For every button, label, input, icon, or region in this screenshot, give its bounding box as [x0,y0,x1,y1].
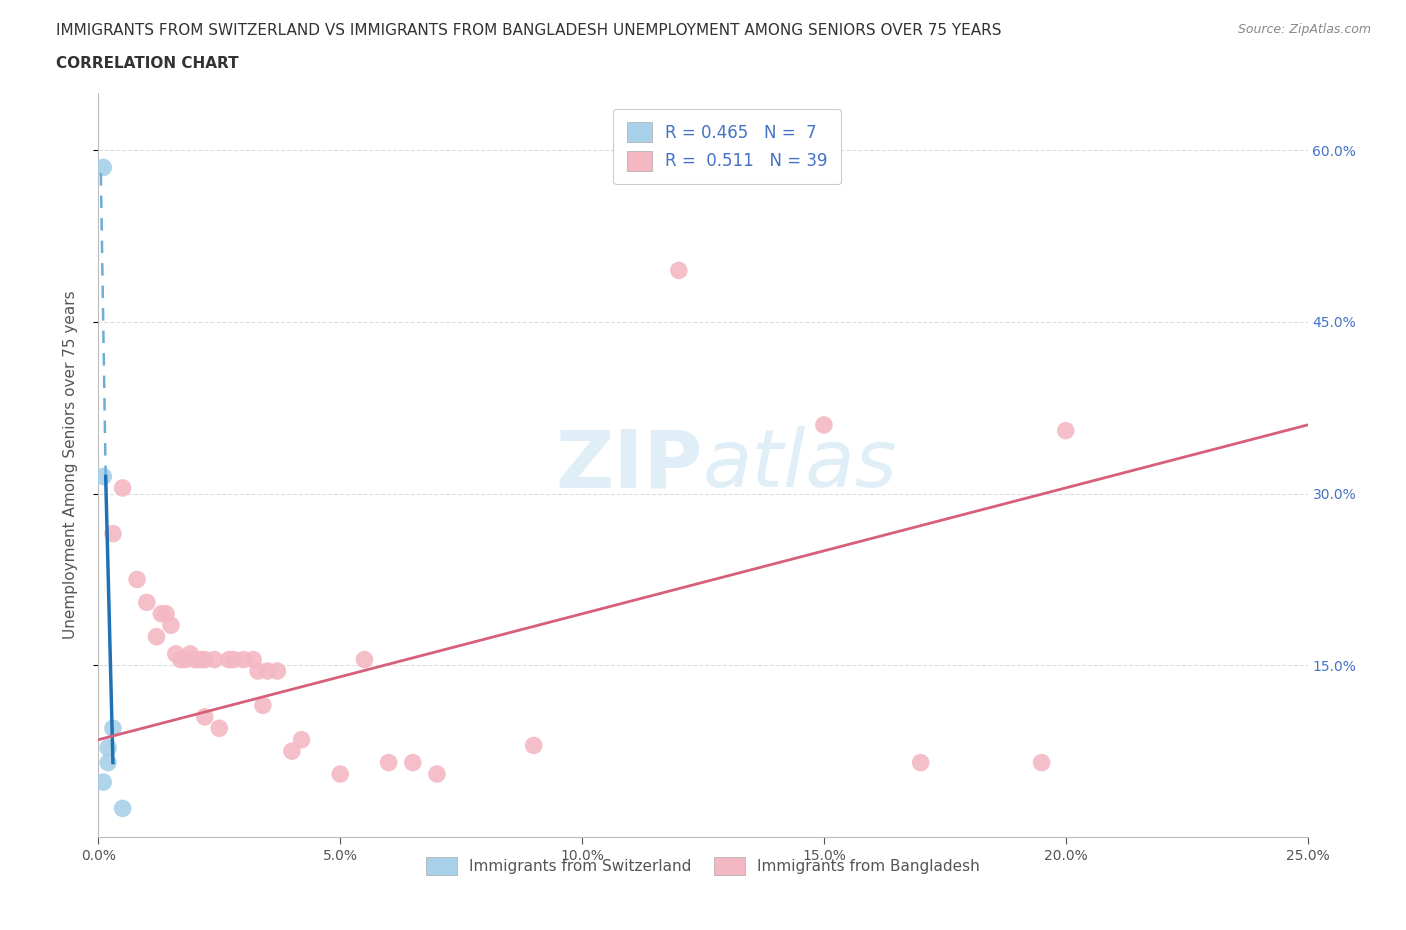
Point [290,732,312,747]
Point [523,738,546,753]
Point [281,744,304,759]
Point [252,698,274,712]
Point [1031,755,1053,770]
Point [91,469,114,484]
Point [91,775,114,790]
Point [222,652,245,667]
Text: IMMIGRANTS FROM SWITZERLAND VS IMMIGRANTS FROM BANGLADESH UNEMPLOYMENT AMONG SEN: IMMIGRANTS FROM SWITZERLAND VS IMMIGRANT… [56,23,1001,38]
Point [377,755,399,770]
Point [426,766,449,781]
Point [127,572,149,587]
Point [329,766,352,781]
Point [101,721,124,736]
Point [145,630,167,644]
Point [165,646,187,661]
Point [1054,423,1077,438]
Point [101,526,124,541]
Point [247,664,270,679]
Point [232,652,254,667]
Point [150,606,173,621]
Text: ZIP: ZIP [555,426,703,504]
Point [813,418,835,432]
Text: CORRELATION CHART: CORRELATION CHART [56,56,239,71]
Point [155,606,177,621]
Point [402,755,425,770]
Point [160,618,183,632]
Point [97,755,120,770]
Point [194,710,217,724]
Point [218,652,240,667]
Point [910,755,932,770]
Y-axis label: Unemployment Among Seniors over 75 years: Unemployment Among Seniors over 75 years [63,291,77,639]
Point [169,652,191,667]
Text: atlas: atlas [703,426,898,504]
Point [353,652,375,667]
Point [204,652,226,667]
Point [174,652,197,667]
Point [242,652,264,667]
Point [111,801,134,816]
Point [111,481,134,496]
Point [135,595,157,610]
Point [194,652,217,667]
Point [188,652,211,667]
Point [668,263,690,278]
Text: Source: ZipAtlas.com: Source: ZipAtlas.com [1237,23,1371,36]
Point [97,740,120,755]
Point [256,664,278,679]
Legend: Immigrants from Switzerland, Immigrants from Bangladesh: Immigrants from Switzerland, Immigrants … [420,851,986,882]
Point [91,160,114,175]
Point [266,664,288,679]
Point [184,652,207,667]
Point [179,646,201,661]
Point [208,721,231,736]
